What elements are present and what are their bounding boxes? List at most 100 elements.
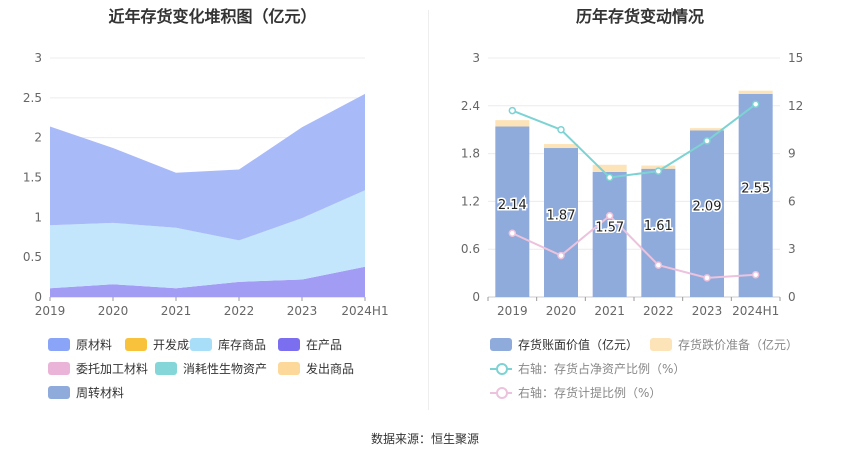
bar-book-value [592, 171, 627, 297]
right-x-tick-label: 2022 [643, 304, 674, 318]
left-y-tick-label: 2.5 [23, 91, 42, 105]
legend-item[interactable]: 库存商品 [190, 336, 266, 353]
point-inventory-to-net-assets [654, 167, 663, 175]
data-source-note: 数据来源：恒生聚源 [370, 432, 479, 446]
point-provision-ratio [557, 251, 565, 260]
legend-item[interactable]: 在产品 [278, 336, 342, 353]
bar-value-label: 2.55 [741, 181, 770, 196]
right-left-axis-tick-label: 1.8 [461, 147, 480, 161]
right-right-axis-tick-label: 3 [788, 242, 796, 256]
right-right-axis-tick-label: 12 [788, 99, 803, 113]
legend-item[interactable]: 委托加工材料 [48, 360, 148, 377]
legend-label: 存货账面价值（亿元） [518, 338, 639, 352]
bar-book-value [495, 126, 530, 297]
left-chart-title: 近年存货变化堆积图（亿元） [108, 7, 317, 26]
left-y-tick-label: 0.5 [23, 250, 42, 264]
legend-item[interactable]: 消耗性生物资产 [155, 360, 267, 377]
bar-book-value [641, 168, 676, 297]
bar-impairment-reserve [495, 120, 530, 127]
legend-swatch [48, 338, 70, 351]
area-series-原材料 [50, 93, 365, 241]
legend-label: 在产品 [306, 338, 343, 352]
point-provision-ratio [751, 270, 760, 279]
bar-impairment-reserve [690, 128, 724, 131]
bar-book-value [544, 148, 578, 297]
legend-swatch [48, 386, 70, 399]
legend-swatch [125, 338, 147, 351]
point-provision-ratio [654, 261, 663, 269]
point-provision-ratio [508, 229, 517, 238]
right-x-tick-label: 2024H1 [732, 304, 779, 318]
bar-impairment-reserve [592, 164, 627, 172]
left-x-tick-label: 2020 [98, 304, 129, 318]
legend-item[interactable]: 存货跌价准备（亿元） [650, 336, 798, 353]
left-x-tick-label: 2021 [161, 304, 192, 318]
left-x-tick-label: 2024H1 [341, 304, 388, 318]
bar-book-value [690, 130, 724, 297]
right-left-axis-tick-label: 2.4 [461, 99, 480, 113]
point-provision-ratio [703, 274, 711, 282]
right-right-axis-tick-label: 0 [788, 290, 796, 304]
bar-book-value [738, 93, 773, 297]
legend-label: 右轴：存货占净资产比例（%） [518, 362, 686, 376]
legend-label: 右轴：存货计提比例（%） [518, 386, 662, 400]
left-y-tick-label: 3 [34, 51, 42, 65]
legend-swatch [48, 362, 70, 375]
left-x-tick-label: 2023 [287, 304, 318, 318]
point-inventory-to-net-assets [508, 106, 517, 115]
bar-value-label: 1.57 [595, 220, 624, 235]
bar-impairment-reserve [641, 165, 676, 169]
left-x-tick-label: 2019 [35, 304, 66, 318]
right-x-tick-label: 2023 [692, 304, 723, 318]
legend-swatch [278, 362, 300, 375]
legend-label: 委托加工材料 [76, 362, 149, 376]
legend-item[interactable]: 右轴：存货占净资产比例（%） [490, 360, 685, 377]
legend-label: 存货跌价准备（亿元） [678, 338, 799, 352]
legend-label: 开发成本 [153, 338, 202, 352]
panel-divider [428, 10, 429, 410]
right-right-axis-tick-label: 9 [788, 147, 796, 161]
point-inventory-to-net-assets [751, 100, 760, 108]
left-y-tick-label: 0 [34, 290, 42, 304]
bar-impairment-reserve [738, 90, 773, 94]
legend-item[interactable]: 周转材料 [48, 384, 124, 401]
bar-value-label: 1.61 [644, 219, 673, 234]
legend-swatch [278, 338, 300, 351]
bar-impairment-reserve [544, 144, 578, 149]
line-inventory-to-net-assets [511, 103, 757, 179]
area-series-库存商品 [50, 190, 365, 289]
legend-item[interactable]: 发出商品 [278, 360, 354, 377]
bar-value-label: 2.09 [693, 200, 722, 215]
left-x-tick-label: 2022 [224, 304, 255, 318]
right-left-axis-tick-label: 0 [472, 290, 480, 304]
right-chart-title: 历年存货变动情况 [575, 7, 704, 26]
legend-item[interactable]: 原材料 [48, 336, 112, 353]
right-right-axis-tick-label: 15 [788, 51, 803, 65]
legend-label: 周转材料 [76, 386, 125, 400]
legend-item[interactable]: 开发成本 [125, 336, 201, 353]
left-y-tick-label: 2 [34, 131, 42, 145]
legend-swatch [650, 338, 672, 351]
legend-item[interactable]: 存货账面价值（亿元） [490, 336, 638, 353]
line-provision-ratio [511, 214, 756, 279]
right-left-axis-tick-label: 1.2 [461, 194, 480, 208]
legend-item[interactable]: 右轴：存货计提比例（%） [490, 384, 661, 401]
bar-value-label: 2.14 [498, 198, 527, 213]
point-inventory-to-net-assets [605, 173, 614, 182]
legend-swatch [490, 338, 512, 351]
right-right-axis-tick-label: 6 [788, 194, 796, 208]
legend-label: 发出商品 [306, 362, 355, 376]
legend-label: 库存商品 [218, 338, 267, 352]
legend-label: 原材料 [76, 338, 113, 352]
right-left-axis-tick-label: 0.6 [461, 242, 480, 256]
legend-swatch [190, 338, 212, 351]
area-series-在产品 [50, 266, 365, 297]
legend-line-swatch [490, 362, 512, 375]
point-inventory-to-net-assets [703, 137, 711, 145]
legend-swatch [155, 362, 177, 375]
point-inventory-to-net-assets [557, 125, 565, 134]
left-y-tick-label: 1 [34, 210, 42, 224]
right-x-tick-label: 2019 [497, 304, 528, 318]
point-provision-ratio [605, 211, 614, 220]
